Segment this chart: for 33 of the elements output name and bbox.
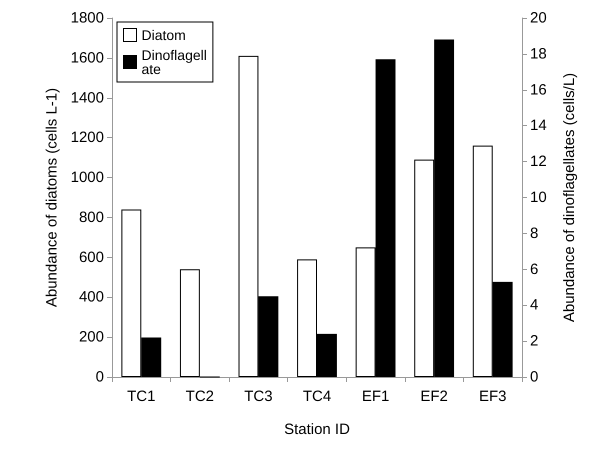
y2-tick-label: 0 [530, 368, 538, 386]
y2-tick-label: 12 [530, 153, 547, 170]
x-axis-title: Station ID [284, 421, 350, 438]
y2-tick-label: 14 [530, 117, 547, 134]
y-tick-label: 1800 [70, 10, 104, 26]
y2-tick-label: 10 [530, 189, 547, 206]
y-tick-label: 600 [78, 248, 104, 266]
y2-axis-title: Abundance of dinoflagellates (cells/L) [561, 72, 578, 322]
y-axis-title: Abundance of diatoms (cells L-1) [44, 88, 61, 308]
y2-tick-label: 4 [530, 296, 538, 314]
y-tick-label: 1400 [70, 89, 104, 106]
y-tick-label: 0 [96, 368, 104, 386]
x-tick-label: TC4 [302, 388, 332, 405]
x-tick-label: TC2 [186, 388, 214, 405]
y2-tick-label: 20 [530, 10, 547, 26]
y-tick-label: 400 [78, 288, 104, 306]
y-tick-label: 1200 [70, 129, 104, 146]
y2-tick-label: 18 [530, 45, 547, 62]
y-tick-label: 200 [78, 328, 104, 346]
y-tick-label: 1000 [70, 169, 104, 186]
y-tick-label: 800 [78, 208, 104, 226]
x-tick-label: TC3 [244, 388, 273, 405]
x-tick-label: EF3 [478, 388, 506, 405]
legend-label: Diatom [142, 27, 186, 43]
x-tick-label: EF2 [420, 388, 448, 405]
y2-tick-label: 16 [530, 81, 547, 98]
y2-tick-label: 2 [530, 332, 538, 350]
y2-tick-label: 6 [530, 260, 538, 278]
y-tick-label: 1600 [70, 49, 104, 66]
x-tick-label: EF1 [362, 388, 390, 405]
y2-tick-label: 8 [530, 224, 538, 242]
legend-label: Dinoflagellate [142, 47, 207, 77]
x-tick-label: TC1 [127, 388, 156, 405]
